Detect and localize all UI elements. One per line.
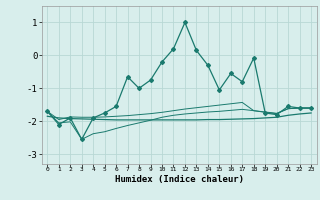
X-axis label: Humidex (Indice chaleur): Humidex (Indice chaleur)	[115, 175, 244, 184]
